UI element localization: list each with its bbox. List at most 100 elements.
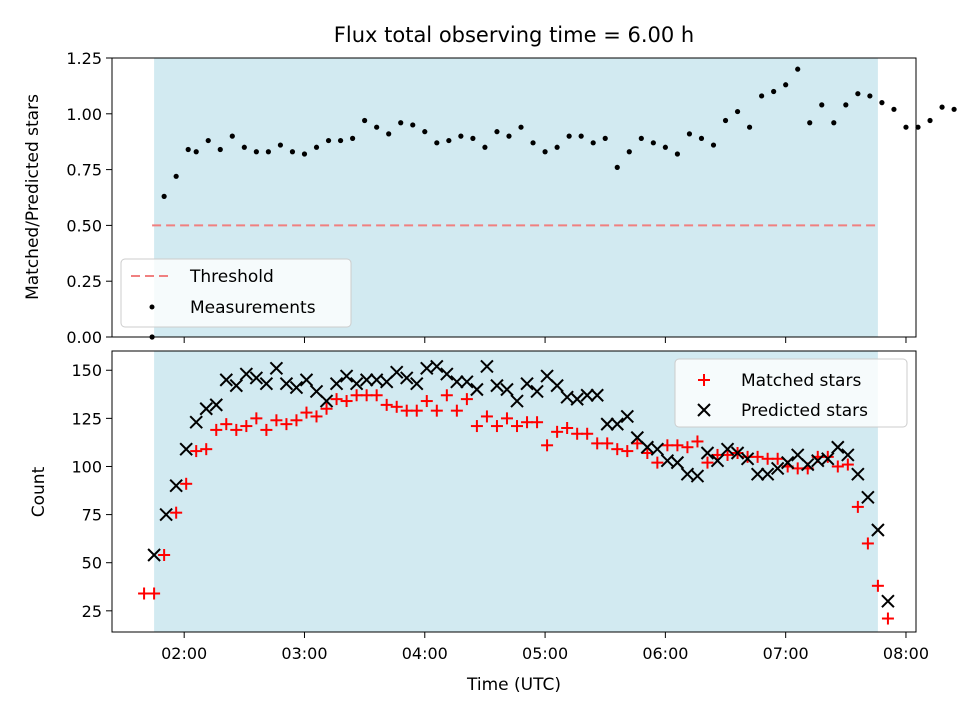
matched-stars-point xyxy=(871,579,884,592)
measurement-point xyxy=(783,82,789,88)
measurement-point xyxy=(434,140,440,146)
matched-stars-point xyxy=(771,452,784,465)
predicted-stars-point xyxy=(239,367,254,381)
predicted-stars-point xyxy=(620,409,634,424)
measurement-point xyxy=(614,164,620,170)
matched-stars-point xyxy=(200,443,213,456)
predicted-stars-point xyxy=(329,377,344,391)
y-tick-label: 100 xyxy=(71,457,102,476)
matched-stars-point xyxy=(138,587,151,600)
measurement-point xyxy=(951,106,957,112)
measurement-point xyxy=(374,124,380,130)
matched-stars-point xyxy=(350,389,363,402)
measurement-point xyxy=(349,135,356,141)
predicted-stars-point xyxy=(530,384,544,399)
measurement-point xyxy=(915,124,921,130)
matched-stars-point xyxy=(581,427,594,440)
x-axis-label: Time (UTC) xyxy=(466,675,561,695)
matched-stars-point xyxy=(340,395,353,408)
matched-stars-point xyxy=(551,425,564,438)
matched-stars-point xyxy=(671,439,684,452)
predicted-stars-point xyxy=(279,377,294,391)
measurement-point xyxy=(602,135,608,141)
matched-stars-point xyxy=(500,412,513,425)
matched-stars-point xyxy=(531,416,544,429)
matched-stars-point xyxy=(651,456,664,469)
matched-stars-point xyxy=(260,423,273,436)
y-tick-label: 1.25 xyxy=(66,49,102,68)
predicted-stars-point xyxy=(259,377,274,391)
predicted-stars-point xyxy=(179,442,193,456)
predicted-stars-point xyxy=(359,373,374,387)
measurement-point xyxy=(410,122,416,128)
predicted-stars-point xyxy=(851,467,865,481)
matched-stars-point xyxy=(841,458,854,471)
predicted-stars-point xyxy=(750,467,765,481)
measurement-point xyxy=(277,142,284,148)
measurement-point xyxy=(662,144,668,150)
predicted-stars-point xyxy=(831,440,845,454)
bottom-legend-box xyxy=(674,358,908,428)
measurement-point xyxy=(542,149,548,155)
x-tick-label: 07:00 xyxy=(763,644,809,663)
measurement-point xyxy=(229,133,235,139)
measurement-point xyxy=(398,120,404,126)
x-tick-label: 02:00 xyxy=(161,644,207,663)
predicted-stars-point xyxy=(430,359,444,374)
predicted-stars-point xyxy=(720,442,735,456)
top-legend: Threshold Measurements xyxy=(120,258,352,328)
matched-stars-point xyxy=(390,400,403,413)
matched-stars-point xyxy=(470,420,483,433)
matched-stars-point xyxy=(410,404,423,417)
predicted-stars-point xyxy=(881,594,895,608)
y-tick-label: 75 xyxy=(82,506,102,525)
y-tick-label: 25 xyxy=(82,602,102,621)
legend-predicted-label: Predicted stars xyxy=(741,401,868,421)
measurement-point xyxy=(722,117,729,124)
measurement-point xyxy=(843,102,849,108)
measurement-point xyxy=(807,120,813,126)
matched-stars-point xyxy=(250,412,263,425)
predicted-stars-point xyxy=(169,479,183,493)
top-x-ticks xyxy=(183,337,907,343)
count-points xyxy=(138,359,895,625)
measurement-point xyxy=(698,135,705,141)
matched-stars-point xyxy=(681,441,694,454)
legend-measurements-swatch xyxy=(149,304,155,310)
matched-stars-point xyxy=(310,410,323,423)
matched-stars-point xyxy=(380,398,393,411)
matched-stars-point xyxy=(360,389,373,402)
predicted-stars-point xyxy=(770,461,785,476)
measurement-point xyxy=(518,124,524,130)
matched-stars-point xyxy=(751,450,764,463)
measurement-point xyxy=(891,106,897,112)
legend-measurements-label: Measurements xyxy=(190,298,316,318)
predicted-stars-point xyxy=(289,380,304,395)
x-tick-label: 03:00 xyxy=(281,644,327,663)
measurement-point xyxy=(759,93,765,99)
measurement-point xyxy=(530,140,536,146)
predicted-stars-point xyxy=(147,548,161,562)
matched-stars-point xyxy=(701,456,714,469)
legend-threshold-label: Threshold xyxy=(189,267,274,287)
measurement-point xyxy=(458,133,464,139)
measurement-point xyxy=(554,144,560,150)
predicted-stars-point xyxy=(209,398,223,412)
measurement-point xyxy=(185,146,191,153)
predicted-stars-point xyxy=(500,382,514,397)
matched-stars-point xyxy=(761,452,774,465)
predicted-stars-point xyxy=(480,359,494,374)
measurement-point xyxy=(939,104,945,110)
matched-stars-point xyxy=(420,395,433,408)
predicted-stars-point xyxy=(650,442,665,456)
matched-stars-point xyxy=(330,393,343,406)
bottom-plot-frame xyxy=(111,350,917,633)
matched-stars-point xyxy=(220,418,233,431)
matched-stars-point xyxy=(621,445,634,458)
predicted-stars-point xyxy=(219,373,233,387)
predicted-stars-point xyxy=(520,377,534,391)
measurement-point xyxy=(578,133,584,139)
predicted-stars-point xyxy=(841,448,855,462)
predicted-stars-point xyxy=(490,378,504,393)
matched-stars-point xyxy=(300,406,313,419)
